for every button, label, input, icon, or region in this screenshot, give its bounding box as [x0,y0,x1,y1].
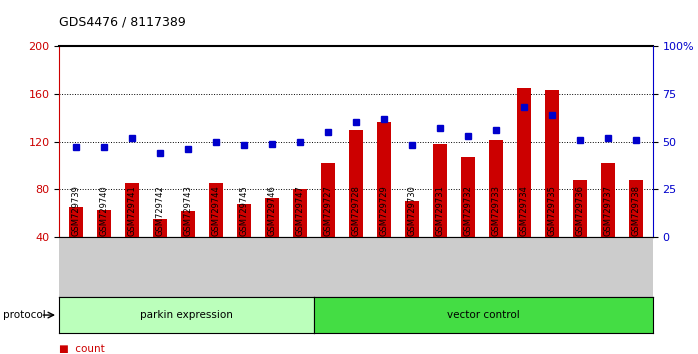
Bar [517,88,531,285]
Bar [405,201,419,285]
Text: parkin expression: parkin expression [140,310,233,320]
Text: ■  count: ■ count [59,344,105,354]
Bar [293,189,307,285]
Text: GDS4476 / 8117389: GDS4476 / 8117389 [59,16,186,29]
Bar [209,183,223,285]
Bar [573,180,587,285]
Bar [629,180,643,285]
Bar [153,219,167,285]
Bar [545,90,559,285]
Bar [321,163,335,285]
Bar [237,204,251,285]
Bar [69,207,83,285]
Bar [97,210,111,285]
Bar [489,141,503,285]
Text: protocol: protocol [3,310,46,320]
Bar [181,211,195,285]
Bar [377,122,391,285]
Bar [265,198,279,285]
Bar [601,163,615,285]
Text: vector control: vector control [447,310,519,320]
Bar [433,144,447,285]
Bar [349,130,363,285]
Bar [461,157,475,285]
Bar [125,183,139,285]
